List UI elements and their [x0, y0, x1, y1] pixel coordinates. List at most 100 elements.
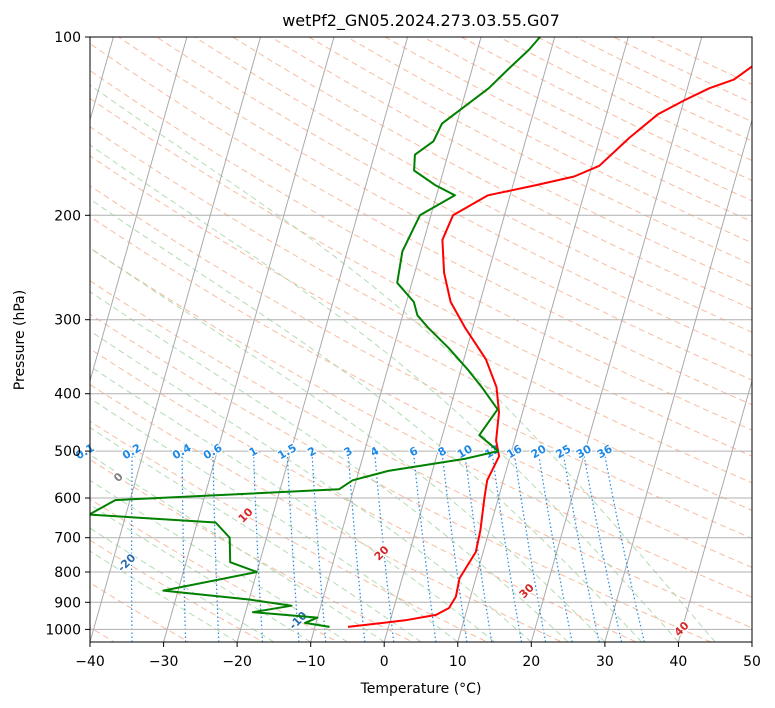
x-tick-label: −10 [296, 654, 326, 670]
dry-adiabat-label: 40 [672, 619, 692, 639]
mixing-ratio-label: 25 [554, 442, 574, 461]
isotherm-line [310, 37, 482, 642]
dry-adiabat-label: -20 [115, 551, 138, 574]
mixing-ratio-label: 30 [574, 442, 594, 461]
x-tick-label: 0 [380, 654, 389, 670]
x-axis-label: Temperature (°C) [360, 681, 482, 697]
y-axis: 100 200 300 400 500 600 700 800 900 1000 [45, 30, 90, 638]
moist-adiabat-line [90, 454, 385, 642]
y-axis-label: Pressure (hPa) [12, 290, 28, 390]
temperature-profile-line [347, 65, 752, 628]
dry-adiabat-line [90, 348, 638, 642]
dry-adiabat-line [231, 37, 752, 310]
mixing-ratio-line [82, 451, 86, 642]
x-tick-label: 30 [596, 654, 614, 670]
isotherm-line [383, 37, 556, 642]
mixing-ratio-line [441, 451, 468, 642]
dry-adiabat-line [90, 383, 563, 642]
dry-adiabat-line [536, 37, 752, 142]
chart-title: wetPf2_GN05.2024.273.03.55.G07 [282, 11, 560, 31]
mixing-ratio-line [464, 451, 493, 642]
pressure-gridlines [90, 36, 752, 630]
dry-adiabat-line [90, 43, 752, 406]
mixing-ratio-line [491, 451, 523, 642]
dry-adiabat-line [90, 185, 752, 540]
moist-adiabat-line [90, 144, 679, 642]
isotherm-line [457, 37, 629, 642]
mixing-ratio-line [412, 451, 437, 642]
y-tick-label: 1000 [45, 622, 81, 638]
mixing-ratio-line [562, 450, 600, 642]
x-tick-label: −40 [75, 654, 105, 670]
background-lines [0, 10, 752, 654]
moist-adiabat-line [90, 397, 459, 642]
moist-adiabat-line [90, 198, 643, 642]
mixing-ratio-line [537, 451, 573, 642]
dry-adiabat-line [498, 37, 752, 162]
dewpoint-profile-line [90, 37, 541, 628]
y-tick-label: 900 [54, 595, 81, 611]
mixing-ratio-line [212, 451, 220, 642]
mixing-ratio-line [347, 451, 366, 642]
y-tick-label: 800 [54, 565, 81, 581]
y-tick-label: 700 [54, 531, 81, 547]
dry-adiabat-line [0, 10, 58, 654]
mixing-ratio-label: 4 [368, 444, 381, 459]
dry-adiabat-label: 0 [111, 470, 126, 485]
y-tick-label: 100 [54, 30, 81, 46]
mixing-ratio-label: 6 [407, 444, 420, 459]
mixing-ratio-line [603, 450, 645, 642]
dry-adiabat-line [193, 37, 752, 333]
mixing-ratio-line [582, 450, 623, 642]
dry-adiabat-line [574, 37, 752, 123]
isotherm-line [530, 37, 703, 642]
mixing-ratio-label: 3 [342, 444, 355, 459]
adiabat-labels: -100-90-80-70-60-50-40-30-20-10010203040… [72, 440, 693, 640]
x-tick-label: −30 [149, 654, 179, 670]
x-tick-label: 10 [449, 654, 467, 670]
moist-adiabat-line [90, 479, 348, 642]
dry-adiabat-label: 10 [236, 505, 256, 525]
y-tick-label: 500 [54, 444, 81, 460]
mixing-ratio-label: 0.6 [201, 441, 225, 462]
dry-adiabat-line [345, 37, 752, 244]
mixing-ratio-label: 20 [529, 442, 549, 461]
dry-adiabat-line [90, 313, 713, 642]
isotherm-line [236, 37, 409, 642]
dry-adiabat-line [384, 37, 752, 223]
dry-adiabat-line [90, 498, 339, 642]
mixing-ratio-line [374, 451, 395, 642]
x-axis: −40 −30 −20 −10 0 10 20 30 40 50 [75, 642, 761, 670]
mixing-ratio-line [311, 451, 327, 642]
y-tick-label: 200 [54, 208, 81, 224]
dry-adiabat-line [117, 37, 752, 381]
dry-adiabat-line [90, 459, 414, 642]
dry-adiabat-line [269, 37, 752, 288]
moist-adiabat-line [90, 365, 495, 642]
moist-adiabat-line [90, 291, 569, 642]
x-tick-label: 20 [522, 654, 540, 670]
dry-adiabat-line [90, 247, 752, 598]
moist-adiabat-line [90, 504, 311, 642]
isotherm-line [163, 37, 335, 642]
mixing-ratio-label: 2 [305, 444, 318, 459]
isotherm-line [90, 37, 188, 383]
dry-adiabat-line [90, 582, 190, 642]
y-tick-label: 300 [54, 313, 81, 329]
mixing-ratio-label: 16 [505, 442, 525, 461]
mixing-ratio-line [513, 451, 547, 642]
x-tick-label: 40 [669, 654, 687, 670]
profile-series [90, 37, 752, 628]
dry-adiabat-label: 20 [372, 543, 392, 563]
isotherm-line [90, 37, 261, 642]
mixing-ratio-line [131, 451, 133, 642]
x-tick-label: 50 [743, 654, 761, 670]
y-tick-label: 400 [54, 387, 81, 403]
dry-adiabat-line [650, 37, 752, 85]
mixing-ratio-label: 1.5 [275, 441, 298, 462]
dry-adiabat-line [90, 97, 752, 457]
moist-adiabat-line [90, 84, 716, 642]
mixing-ratio-label: 0.2 [120, 441, 143, 462]
isotherm-line [751, 640, 752, 642]
mixing-ratio-label: 0.4 [170, 441, 194, 462]
